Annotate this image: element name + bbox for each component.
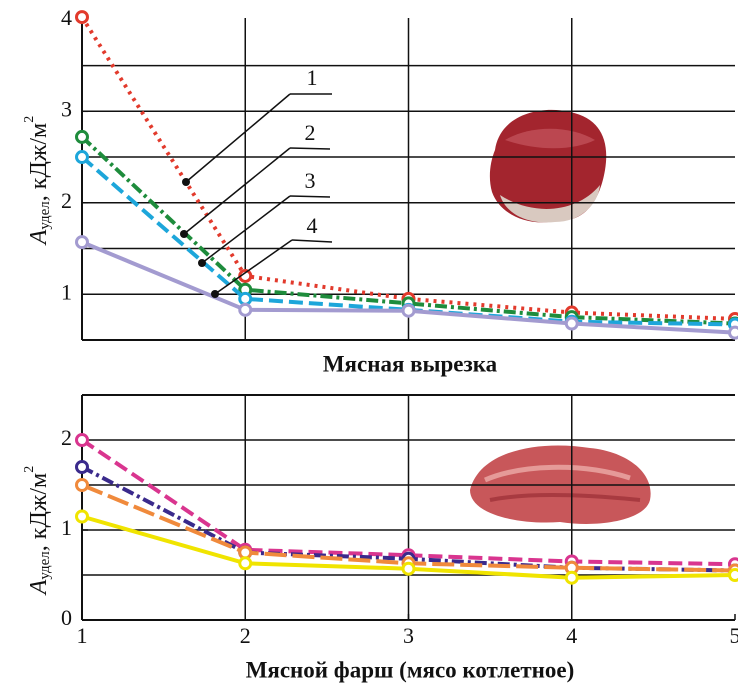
data-point <box>77 511 88 522</box>
data-point <box>403 563 414 574</box>
x-tick-label: 4 <box>566 623 577 648</box>
y-label-rest: , кДж/м <box>26 123 52 201</box>
legend-label: 4 <box>307 213 318 238</box>
y-label-rest: , кДж/м <box>26 473 52 551</box>
data-point <box>77 12 88 23</box>
y-tick-label: 1 <box>61 279 72 304</box>
leader-dot <box>198 259 206 267</box>
x-axis-label: Мясной фарш (мясо котлетное) <box>246 657 575 682</box>
y-axis-label: Aудел, кДж/м2 <box>22 466 53 596</box>
legend-label: 2 <box>305 120 316 145</box>
y-label-main: A <box>26 579 52 596</box>
y-tick-label: 1 <box>61 515 72 540</box>
data-point <box>730 570 738 581</box>
leader-line <box>290 196 330 197</box>
y-axis-label: Aудел, кДж/м2 <box>22 116 53 246</box>
leader-dot <box>182 178 190 186</box>
x-tick-label: 2 <box>240 623 251 648</box>
steak-photo <box>490 110 606 223</box>
data-point <box>403 305 414 316</box>
y-tick-label: 4 <box>61 5 72 30</box>
x-axis-label: Мясная вырезка <box>323 351 498 376</box>
data-point <box>77 462 88 473</box>
data-point <box>240 558 251 569</box>
data-point <box>566 572 577 583</box>
y-label-main: A <box>26 229 52 246</box>
data-point <box>77 435 88 446</box>
y-tick-label: 0 <box>61 605 72 630</box>
x-tick-label: 3 <box>403 623 414 648</box>
data-point <box>566 318 577 329</box>
data-point <box>240 293 251 304</box>
x-tick-label: 5 <box>730 623 738 648</box>
y-label-sup: 2 <box>22 466 37 473</box>
leader-line <box>290 148 330 149</box>
y-tick-label: 2 <box>61 188 72 213</box>
y-label-sub: удел <box>37 551 53 580</box>
leader-line <box>292 240 332 242</box>
data-point <box>730 327 738 338</box>
legend-label: 1 <box>307 65 318 90</box>
chart: 1234Мясная вырезкаAудел, кДж/м2123401212… <box>0 0 738 687</box>
leader-dot <box>211 290 219 298</box>
data-point <box>77 131 88 142</box>
leader-dot <box>180 230 188 238</box>
data-point <box>240 304 251 315</box>
leader-line <box>184 148 290 234</box>
y-label-sub: удел <box>37 201 53 230</box>
legend-label: 3 <box>305 168 316 193</box>
x-tick-label: 1 <box>77 623 88 648</box>
y-tick-label: 2 <box>61 425 72 450</box>
y-tick-label: 3 <box>61 96 72 121</box>
y-label-sup: 2 <box>22 116 37 123</box>
data-point <box>77 480 88 491</box>
page: {"chart_data": [ {"type": "line", "x_lab… <box>0 0 738 687</box>
data-point <box>77 152 88 163</box>
leader-line <box>186 94 290 182</box>
data-point <box>77 237 88 248</box>
